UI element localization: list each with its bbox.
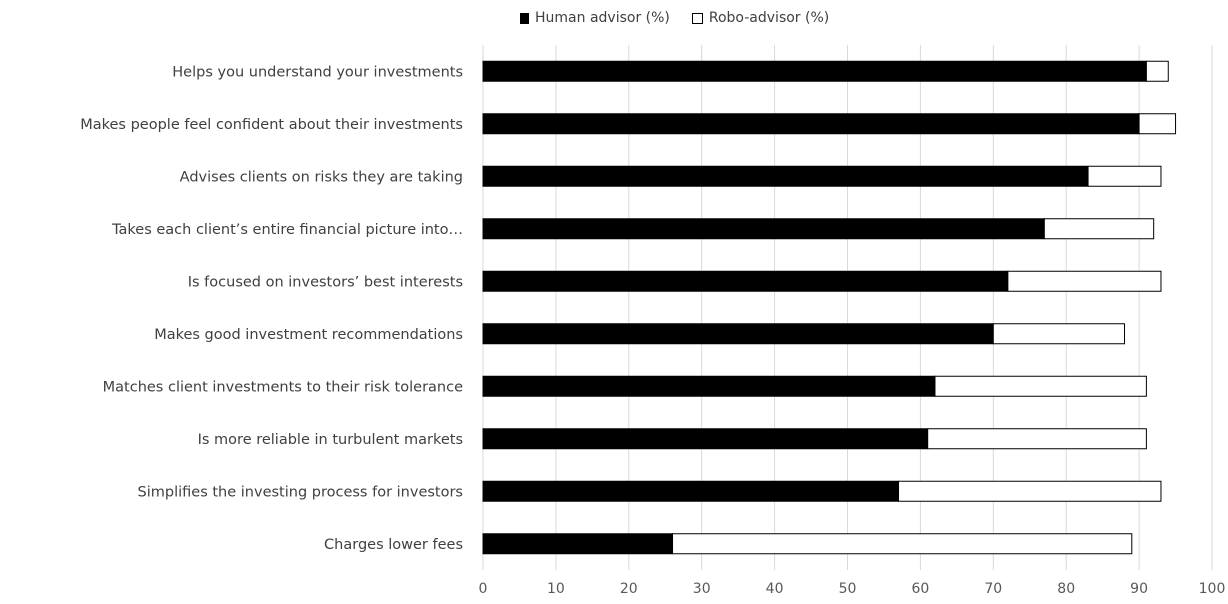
bar-robo-advisor <box>1087 165 1162 187</box>
x-tick-label: 80 <box>1057 581 1075 597</box>
category-label: Makes good investment recommendations <box>154 327 463 343</box>
x-tick-label: 10 <box>547 581 565 597</box>
bar-robo-advisor <box>1145 60 1169 82</box>
x-tick-label: 70 <box>984 581 1002 597</box>
category-label: Advises clients on risks they are taking <box>180 169 463 185</box>
bar-human-advisor <box>482 270 1009 292</box>
category-label: Is more reliable in turbulent markets <box>198 432 463 448</box>
category-label: Is focused on investors’ best interests <box>188 274 463 290</box>
legend-item-robo: Robo-advisor (%) <box>691 10 830 26</box>
bar-human-advisor <box>482 218 1045 240</box>
legend-label-human: Human advisor (%) <box>535 10 670 26</box>
category-label: Charges lower fees <box>324 537 463 553</box>
legend-swatch-robo <box>691 12 703 24</box>
bar-robo-advisor <box>1138 113 1177 135</box>
bar-robo-advisor <box>672 533 1133 555</box>
legend: Human advisor (%) Robo-advisor (%) <box>520 10 851 26</box>
legend-item-human: Human advisor (%) <box>520 10 670 26</box>
x-tick-label: 50 <box>839 581 857 597</box>
category-labels: Helps you understand your investments Mak… <box>80 64 463 553</box>
x-tick-label: 20 <box>620 581 638 597</box>
category-label: Simplifies the investing process for inv… <box>138 484 463 500</box>
bar-human-advisor <box>482 60 1147 82</box>
bar-human-advisor <box>482 323 994 345</box>
bars <box>482 60 1177 555</box>
bar-robo-advisor <box>927 428 1147 450</box>
category-label: Matches client investments to their risk… <box>103 379 463 395</box>
legend-label-robo: Robo-advisor (%) <box>708 10 830 26</box>
x-tick-label: 30 <box>693 581 711 597</box>
legend-swatch-human <box>520 12 529 24</box>
bar-human-advisor <box>482 375 936 397</box>
bar-human-advisor <box>482 428 929 450</box>
category-label: Helps you understand your investments <box>172 64 463 80</box>
x-tick-label: 60 <box>911 581 929 597</box>
bar-human-advisor <box>482 533 674 555</box>
x-tick-label: 90 <box>1130 581 1148 597</box>
category-label: Takes each client’s entire financial pic… <box>111 222 463 238</box>
bar-robo-advisor <box>992 323 1126 345</box>
x-tick-label: 100 <box>1199 581 1226 597</box>
category-label: Makes people feel confident about their … <box>80 117 463 133</box>
x-tick-label: 0 <box>479 581 488 597</box>
x-tick-labels: 0 10 20 30 40 50 60 70 80 90 100 <box>479 581 1226 597</box>
bar-robo-advisor <box>934 375 1147 397</box>
bar-human-advisor <box>482 165 1089 187</box>
bar-robo-advisor <box>1007 270 1162 292</box>
x-tick-label: 40 <box>766 581 784 597</box>
bar-human-advisor <box>482 113 1140 135</box>
bar-human-advisor <box>482 480 900 502</box>
bar-robo-advisor <box>898 480 1162 502</box>
bar-robo-advisor <box>1043 218 1155 240</box>
